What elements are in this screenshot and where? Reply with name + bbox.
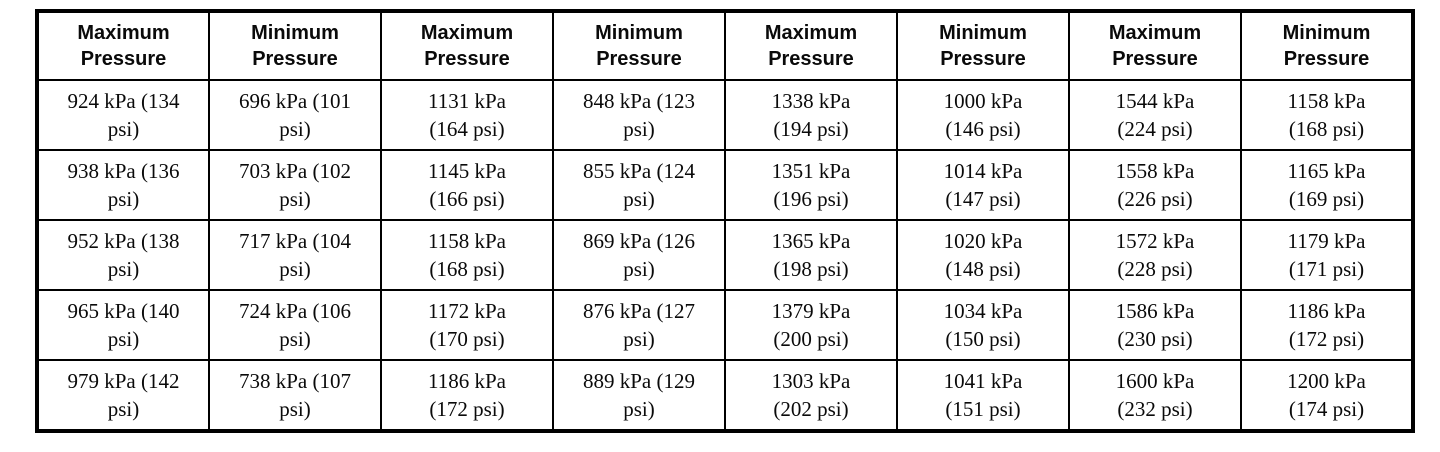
pressure-cell: 1186 kPa (172 psi) (380, 359, 554, 432)
pressure-cell: 717 kPa (104 psi) (208, 219, 382, 291)
pressure-table-head: Maximum Pressure Minimum Pressure Maximu… (36, 10, 1414, 81)
pressure-cell: 1186 kPa (172 psi) (1240, 289, 1414, 361)
pressure-cell: 696 kPa (101 psi) (208, 79, 382, 151)
pressure-cell: 1158 kPa (168 psi) (1240, 79, 1414, 151)
column-header-min-pressure-4: Minimum Pressure (1240, 10, 1414, 81)
pressure-cell: 1200 kPa (174 psi) (1240, 359, 1414, 432)
pressure-cell: 1544 kPa (224 psi) (1068, 79, 1242, 151)
pressure-cell: 1000 kPa (146 psi) (896, 79, 1070, 151)
pressure-table-body: 924 kPa (134 psi) 696 kPa (101 psi) 1131… (36, 79, 1414, 432)
column-header-min-pressure-1: Minimum Pressure (208, 10, 382, 81)
pressure-cell: 1020 kPa (148 psi) (896, 219, 1070, 291)
pressure-cell: 965 kPa (140 psi) (36, 289, 210, 361)
pressure-cell: 1165 kPa (169 psi) (1240, 149, 1414, 221)
pressure-cell: 1338 kPa (194 psi) (724, 79, 898, 151)
table-row: 952 kPa (138 psi) 717 kPa (104 psi) 1158… (36, 219, 1414, 291)
pressure-cell: 1558 kPa (226 psi) (1068, 149, 1242, 221)
column-header-max-pressure-2: Maximum Pressure (380, 10, 554, 81)
pressure-cell: 924 kPa (134 psi) (36, 79, 210, 151)
pressure-cell: 889 kPa (129 psi) (552, 359, 726, 432)
pressure-table: Maximum Pressure Minimum Pressure Maximu… (35, 9, 1415, 433)
pressure-cell: 1600 kPa (232 psi) (1068, 359, 1242, 432)
header-row: Maximum Pressure Minimum Pressure Maximu… (36, 10, 1414, 81)
pressure-cell: 1572 kPa (228 psi) (1068, 219, 1242, 291)
pressure-cell: 1379 kPa (200 psi) (724, 289, 898, 361)
pressure-cell: 1131 kPa (164 psi) (380, 79, 554, 151)
column-header-max-pressure-4: Maximum Pressure (1068, 10, 1242, 81)
column-header-min-pressure-2: Minimum Pressure (552, 10, 726, 81)
pressure-cell: 724 kPa (106 psi) (208, 289, 382, 361)
pressure-cell: 1014 kPa (147 psi) (896, 149, 1070, 221)
pressure-cell: 1172 kPa (170 psi) (380, 289, 554, 361)
table-row: 938 kPa (136 psi) 703 kPa (102 psi) 1145… (36, 149, 1414, 221)
pressure-cell: 979 kPa (142 psi) (36, 359, 210, 432)
table-row: 965 kPa (140 psi) 724 kPa (106 psi) 1172… (36, 289, 1414, 361)
pressure-cell: 1041 kPa (151 psi) (896, 359, 1070, 432)
column-header-max-pressure-3: Maximum Pressure (724, 10, 898, 81)
pressure-cell: 1179 kPa (171 psi) (1240, 219, 1414, 291)
pressure-cell: 1351 kPa (196 psi) (724, 149, 898, 221)
pressure-cell: 848 kPa (123 psi) (552, 79, 726, 151)
pressure-cell: 869 kPa (126 psi) (552, 219, 726, 291)
pressure-cell: 703 kPa (102 psi) (208, 149, 382, 221)
pressure-cell: 1365 kPa (198 psi) (724, 219, 898, 291)
table-row: 924 kPa (134 psi) 696 kPa (101 psi) 1131… (36, 79, 1414, 151)
pressure-cell: 876 kPa (127 psi) (552, 289, 726, 361)
pressure-cell: 1303 kPa (202 psi) (724, 359, 898, 432)
pressure-cell: 855 kPa (124 psi) (552, 149, 726, 221)
pressure-cell: 738 kPa (107 psi) (208, 359, 382, 432)
pressure-cell: 1034 kPa (150 psi) (896, 289, 1070, 361)
pressure-cell: 952 kPa (138 psi) (36, 219, 210, 291)
column-header-max-pressure-1: Maximum Pressure (36, 10, 210, 81)
table-row: 979 kPa (142 psi) 738 kPa (107 psi) 1186… (36, 359, 1414, 432)
column-header-min-pressure-3: Minimum Pressure (896, 10, 1070, 81)
pressure-cell: 1158 kPa (168 psi) (380, 219, 554, 291)
pressure-cell: 1586 kPa (230 psi) (1068, 289, 1242, 361)
pressure-cell: 938 kPa (136 psi) (36, 149, 210, 221)
pressure-cell: 1145 kPa (166 psi) (380, 149, 554, 221)
